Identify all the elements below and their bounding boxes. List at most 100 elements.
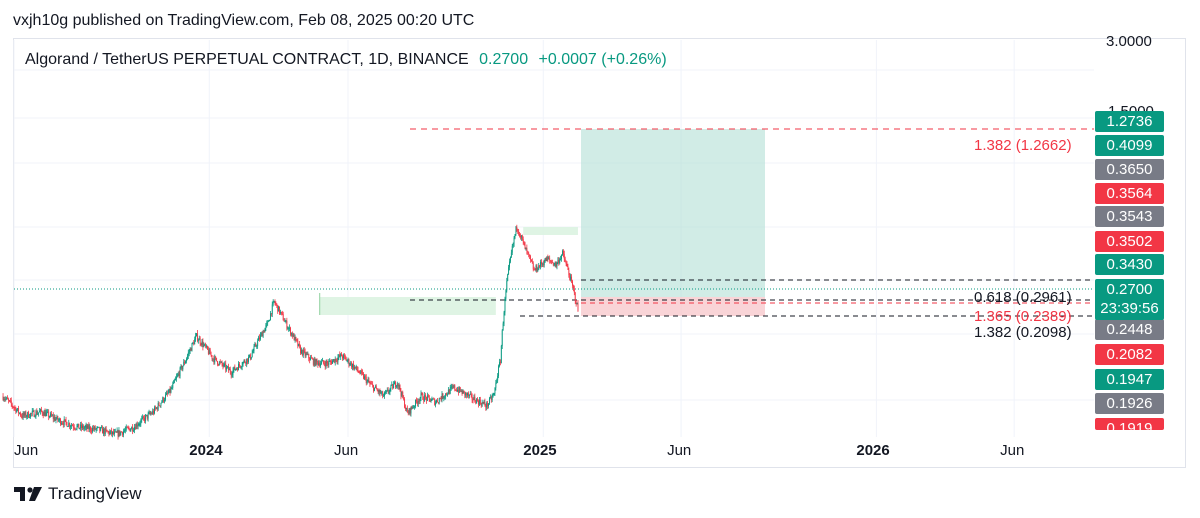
candle xyxy=(163,396,165,403)
candle-body xyxy=(226,366,228,370)
candle xyxy=(260,331,262,337)
candle xyxy=(420,390,422,402)
candle xyxy=(572,284,574,292)
candle xyxy=(40,406,42,413)
candle xyxy=(247,358,249,365)
candle-body xyxy=(477,398,479,401)
candle xyxy=(539,264,541,269)
candle-body xyxy=(369,382,371,384)
candle xyxy=(473,394,475,401)
candle-body xyxy=(468,393,469,396)
candle-body xyxy=(325,361,327,367)
candle xyxy=(134,423,136,430)
candle-body xyxy=(47,411,49,413)
candle-body xyxy=(10,400,12,404)
candle-body xyxy=(280,311,281,314)
candle-body xyxy=(559,258,561,264)
candle xyxy=(552,262,554,267)
candle-body xyxy=(123,430,125,432)
candle xyxy=(128,426,130,431)
candle xyxy=(506,277,508,293)
candle xyxy=(417,398,419,407)
candle-body xyxy=(193,342,195,345)
candle-body xyxy=(228,369,230,371)
candle-body xyxy=(270,313,272,315)
candle-body xyxy=(496,380,498,383)
candle-body xyxy=(554,262,556,265)
candle xyxy=(162,396,164,403)
last-price-tag: 0.2700 23:39:56 xyxy=(1095,279,1164,320)
candle-body xyxy=(188,351,190,353)
candle-body xyxy=(373,385,375,391)
candle-body xyxy=(6,397,8,399)
candle-body xyxy=(203,344,205,347)
candle xyxy=(197,338,199,344)
candle-body xyxy=(64,419,66,421)
candle-body xyxy=(504,298,506,313)
candle-body xyxy=(423,399,425,401)
candle-body xyxy=(273,301,275,302)
candle xyxy=(310,355,312,361)
candle-body xyxy=(227,366,228,368)
candle xyxy=(471,393,473,403)
candle-body xyxy=(19,412,20,414)
candle-body xyxy=(263,331,265,333)
candle-body xyxy=(538,265,540,270)
candle xyxy=(7,395,9,400)
candle-body xyxy=(243,360,245,363)
candle xyxy=(177,371,179,377)
candle xyxy=(300,344,301,355)
candle xyxy=(303,346,305,354)
candle-body xyxy=(158,403,160,406)
candle-body xyxy=(463,390,465,392)
candle xyxy=(123,428,125,433)
candle xyxy=(447,392,448,397)
candle xyxy=(146,414,148,421)
candle xyxy=(45,409,47,417)
candle-body xyxy=(322,360,324,363)
candle-body xyxy=(498,366,500,376)
candle-body xyxy=(335,358,337,361)
candle xyxy=(514,234,516,240)
candle-body xyxy=(111,430,113,435)
candle-body xyxy=(457,389,458,392)
candle xyxy=(56,414,58,420)
candle xyxy=(486,401,488,411)
candle-body xyxy=(209,349,211,355)
candle xyxy=(422,392,424,400)
candle-body xyxy=(264,328,266,333)
candle-body xyxy=(494,387,496,394)
candle xyxy=(228,363,229,373)
tradingview-logo[interactable]: TradingView xyxy=(14,484,142,504)
candle-body xyxy=(345,357,347,361)
candle xyxy=(8,399,10,403)
candle-body xyxy=(42,414,44,416)
candle xyxy=(63,416,65,428)
candle-body xyxy=(141,418,143,421)
candle-body xyxy=(525,247,527,250)
candle xyxy=(15,406,17,415)
candle xyxy=(17,407,19,412)
candle xyxy=(563,250,565,262)
candle-body xyxy=(30,413,32,415)
candle xyxy=(515,226,517,236)
candle xyxy=(202,338,204,351)
candle xyxy=(492,392,494,398)
candle xyxy=(480,402,482,408)
candle-body xyxy=(191,343,193,351)
candle-body xyxy=(231,374,233,376)
candle xyxy=(203,342,205,348)
candle xyxy=(134,423,135,434)
symbol-header[interactable]: Algorand / TetherUS PERPETUAL CONTRACT, … xyxy=(25,51,667,69)
candle-body xyxy=(115,431,117,433)
candle-body xyxy=(329,361,331,362)
tradingview-logo-text: TradingView xyxy=(48,484,142,503)
candle-body xyxy=(236,368,238,370)
candle-body xyxy=(524,243,526,250)
candle-body xyxy=(397,383,399,387)
candle xyxy=(214,354,216,365)
candle xyxy=(313,356,315,367)
candle-body xyxy=(375,386,377,390)
candle-body xyxy=(97,426,99,428)
